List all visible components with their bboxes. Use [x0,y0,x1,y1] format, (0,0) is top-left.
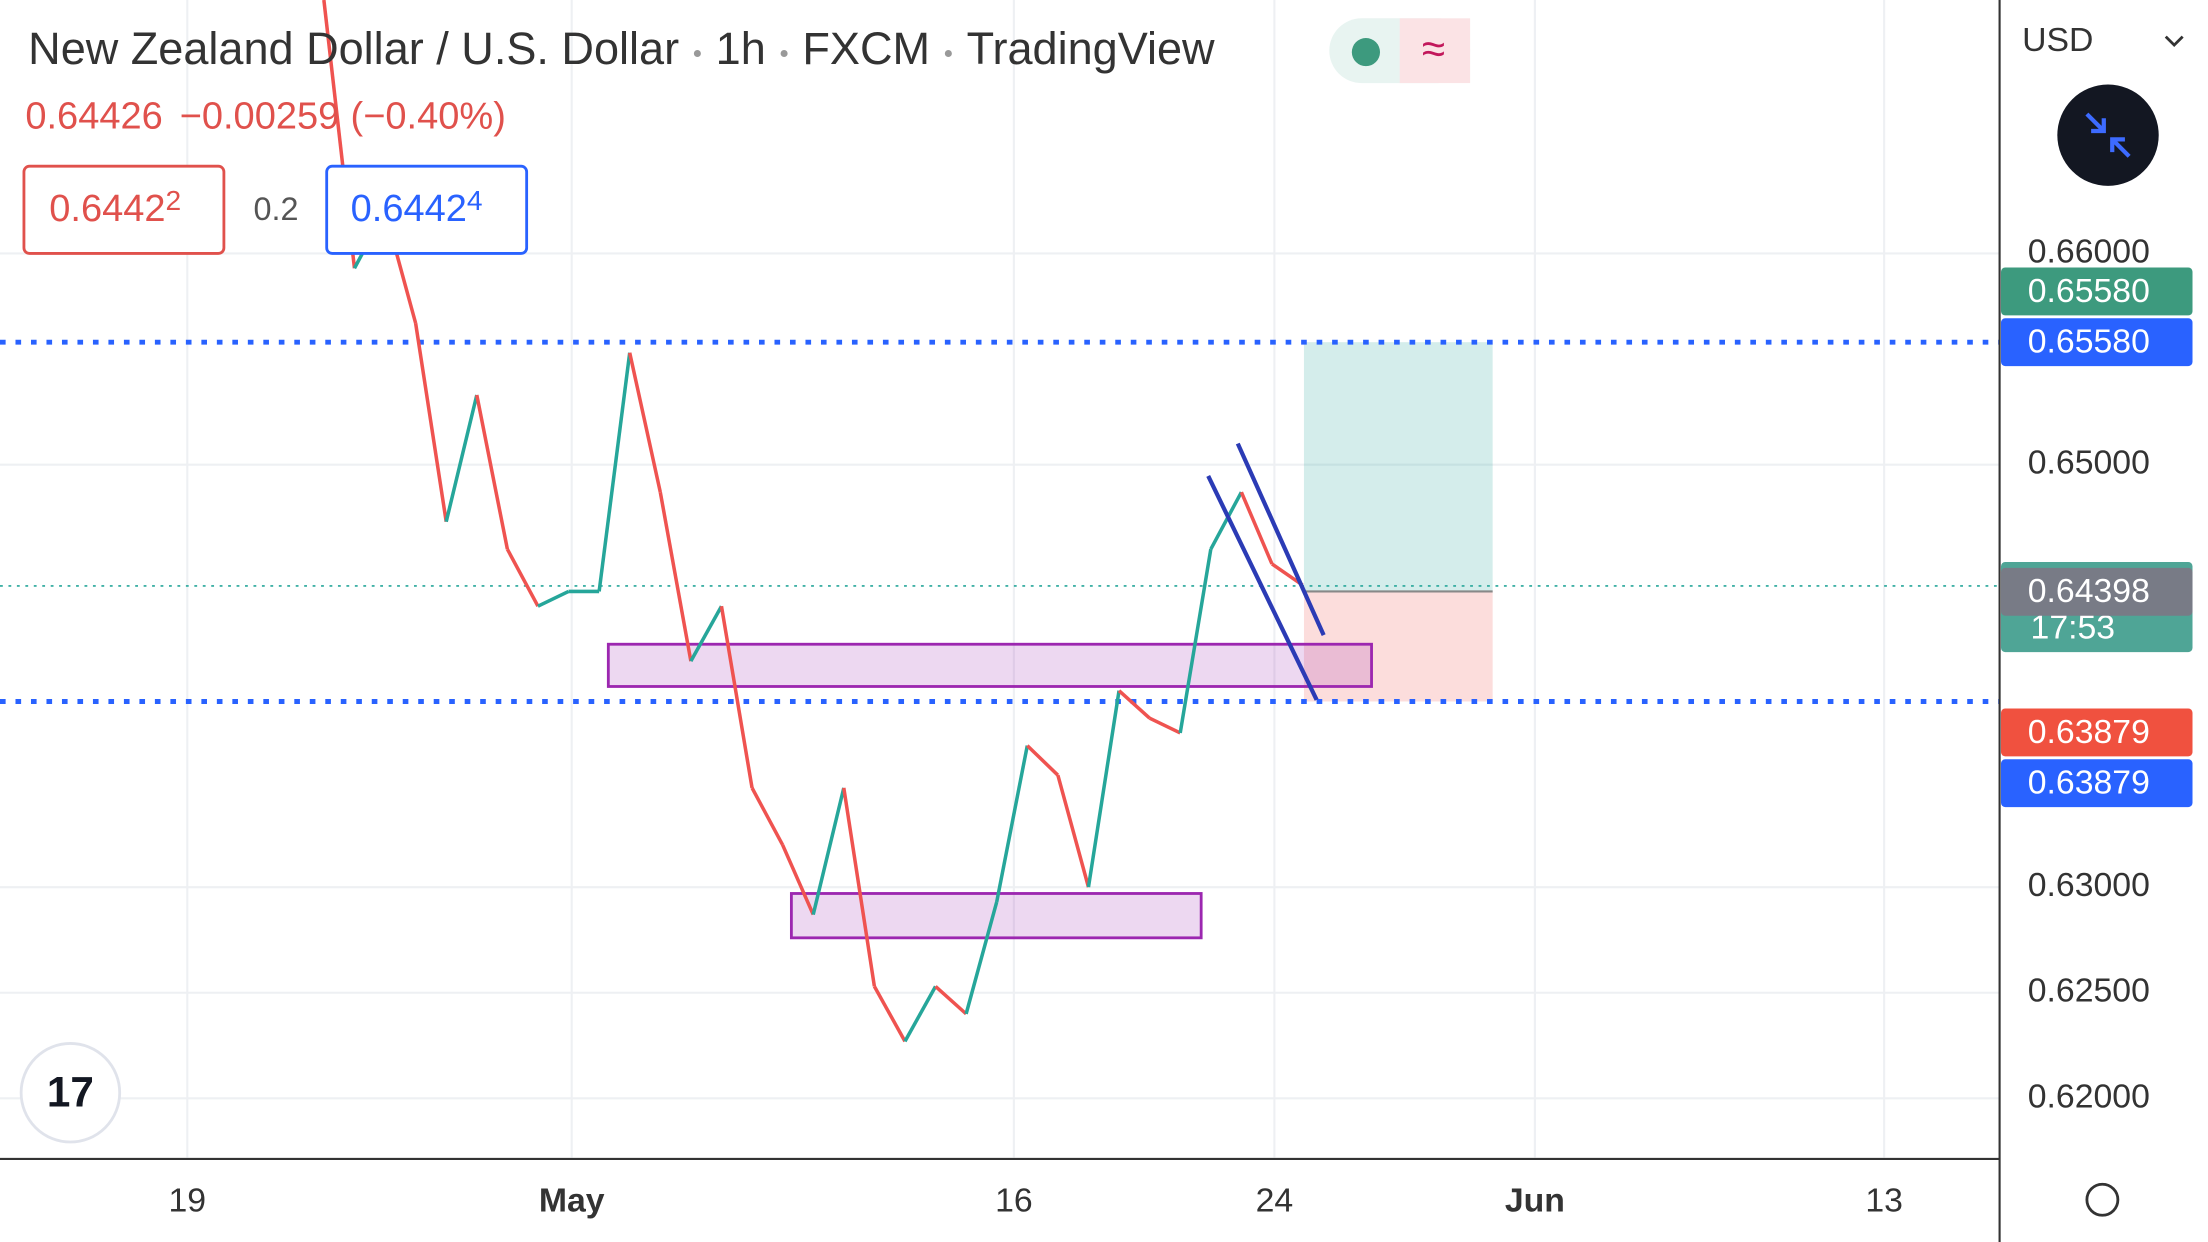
price-segment [781,844,815,916]
price-segment [934,985,968,1016]
separator [693,49,701,58]
price-change: 0.64426 −0.00259 (−0.40%) [25,95,506,137]
price-segment [413,322,448,522]
trend-line [1235,442,1326,636]
y-tick-label: 0.65000 [2028,444,2150,482]
price-segment [1086,690,1121,888]
price-axis: 0.620000.625000.630000.650000.660000.655… [2001,232,2193,1115]
price-segment [1026,744,1060,777]
price-segment [719,605,754,789]
sell-main: 0.6442 [49,188,165,230]
wave-icon: ≈ [1422,25,1445,72]
buy-button[interactable] [325,164,529,255]
x-tick-label: 16 [995,1181,1033,1219]
price-segment [597,352,632,592]
buy-price: 0.64424 [351,185,483,230]
price-label-box [2001,267,2193,316]
change: −0.00259 [180,95,340,137]
price-segment [811,787,846,916]
header-platform: TradingView [967,23,1215,74]
price-label-box [2001,567,2193,616]
y-tick-label: 0.62000 [2028,1077,2150,1115]
price-segment [872,985,907,1043]
price-segment [1148,716,1181,735]
price-label: 0.65580 [2028,272,2150,310]
x-tick-label: 13 [1865,1181,1903,1219]
price-segment [964,901,999,1015]
spread: 0.2 [253,191,298,227]
trend-line [1206,475,1319,701]
symbol-title: New Zealand Dollar / U.S. Dollar [28,23,679,74]
price-label: 0.63879 [2028,713,2150,751]
last-price: 0.64426 [25,95,162,137]
price-label-box [2001,708,2193,757]
price-label-box [2001,318,2193,367]
x-tick-label: Jun [1505,1181,1565,1219]
price-segment [750,787,785,846]
price-segment [1239,491,1274,565]
price-segment [627,352,663,493]
price-label-box [2001,759,2193,808]
y-tick-label: 0.62500 [2028,972,2150,1010]
price-segment [903,985,938,1043]
collapse-icon [2085,112,2131,158]
price-segment [537,589,570,608]
price-segment [994,745,1030,903]
collapse-button[interactable] [2057,84,2159,186]
status-pill-right [1399,18,1471,84]
price-segment [658,491,693,662]
price-segment [689,605,724,662]
plot [0,0,2000,1158]
price-label: 0.65580 [2028,323,2150,361]
change-pct: (−0.40%) [351,95,506,137]
currency[interactable]: USD [2022,21,2093,59]
market-open-dot [1351,38,1380,67]
price-segment [1178,548,1213,734]
position-target [1303,342,1493,592]
y-tick-label: 0.66000 [2028,232,2150,270]
sell-button[interactable] [22,164,226,255]
price-segment [1056,774,1091,888]
sell-pip: 2 [166,185,182,216]
header: New Zealand Dollar / U.S. Dollar [28,23,679,74]
price-segment [1117,689,1151,720]
header-interval: 1h [716,23,766,74]
x-tick-label: 19 [168,1181,206,1219]
separator [944,49,952,58]
settings-icon[interactable] [2085,1182,2120,1217]
currency-caret [2164,35,2184,48]
buy-pip: 4 [467,185,483,216]
price-segment [1209,491,1243,551]
separator [780,49,788,58]
price-segment [505,548,540,608]
sell-price: 0.64422 [49,185,181,230]
buy-main: 0.6442 [351,188,467,230]
x-tick-label: May [539,1181,605,1219]
price-segment [842,787,877,987]
price-segment [475,394,510,550]
tv-logo-button[interactable] [19,1042,122,1144]
x-tick-label: 24 [1256,1181,1294,1219]
zone [606,642,1373,688]
price-label: 0.63879 [2028,763,2150,801]
price-segment [444,394,479,523]
position-stop [1303,591,1493,702]
y-tick-label: 0.63000 [2028,866,2150,904]
price-label: 0.64398 [2028,572,2150,610]
header-source: FXCM [802,23,930,74]
tv-logo: 17 [47,1069,94,1116]
